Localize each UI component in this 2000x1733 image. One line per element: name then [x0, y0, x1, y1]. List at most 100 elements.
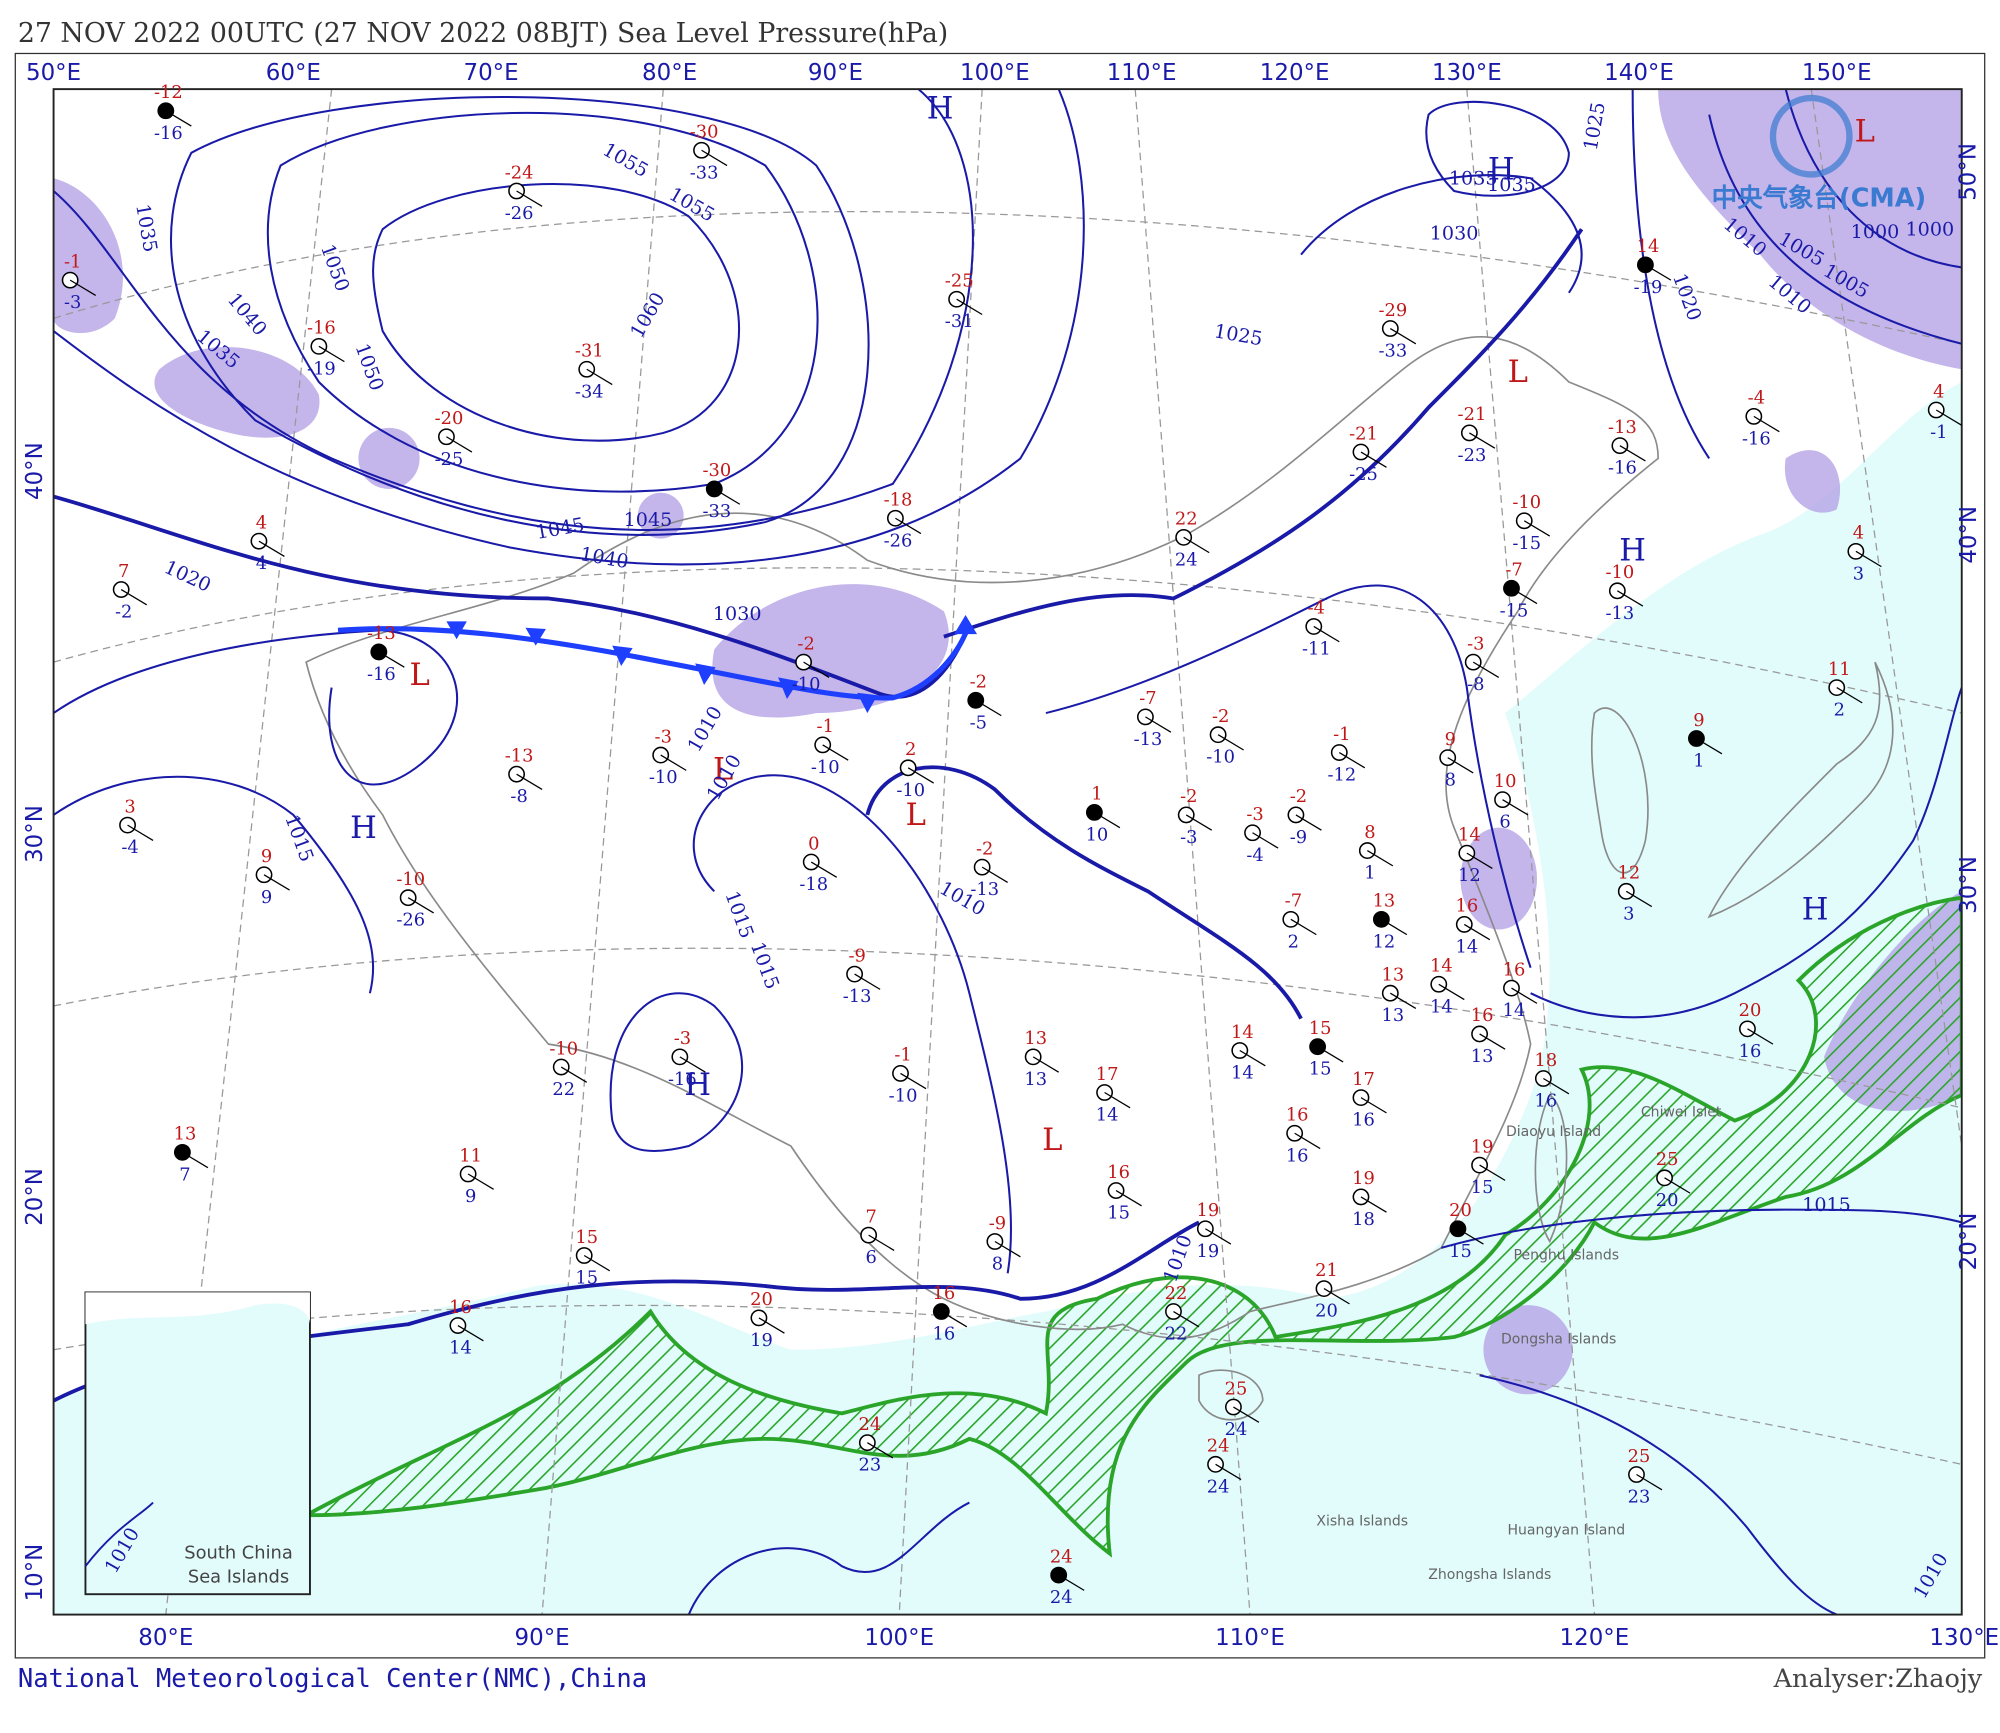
pressure-center: L [409, 658, 429, 693]
station-temp: -9 [989, 1213, 1006, 1234]
station-dew: 16 [1286, 1145, 1309, 1166]
top-axis-label: 70°E [463, 60, 518, 86]
station-dew: 15 [1107, 1203, 1130, 1224]
outer-frame [14, 52, 1986, 1659]
pressure-center: L [1508, 355, 1528, 390]
wind-barb [1215, 1463, 1242, 1481]
station-temp: -3 [1467, 633, 1484, 654]
station-marker [1430, 975, 1448, 993]
top-axis-label: 130°E [1432, 60, 1502, 86]
station-temp: -24 [505, 162, 534, 183]
bottom-axis-label: 120°E [1560, 1625, 1630, 1651]
station-dew: -11 [1302, 639, 1331, 660]
station-marker [449, 1317, 467, 1334]
wind-barb [1469, 432, 1496, 449]
wind-barb [660, 754, 687, 771]
wind-barb [318, 345, 345, 363]
wind-barb [1389, 327, 1417, 345]
station-marker [1107, 1182, 1125, 1199]
station-marker [1503, 579, 1520, 597]
station-temp: -2 [976, 838, 993, 859]
station-dew: 23 [859, 1455, 882, 1476]
wind-barb [679, 1056, 706, 1073]
station-marker [173, 1143, 191, 1161]
station-temp: 9 [261, 846, 272, 867]
station-temp: 11 [459, 1145, 482, 1166]
wind-barb [1360, 1097, 1387, 1114]
station-dew: -9 [1290, 827, 1307, 848]
station-dew: -1 [1930, 422, 1947, 443]
station-dew: 24 [1050, 1587, 1073, 1608]
wind-barb [1389, 992, 1417, 1010]
station-marker [1458, 844, 1476, 862]
wind-barb [810, 861, 838, 878]
station-temp: -1 [894, 1045, 911, 1066]
station-marker [1636, 256, 1654, 274]
wind-barb [1205, 1228, 1232, 1245]
bottom-axis-label: 80°E [138, 1625, 193, 1651]
station-temp: 16 [1503, 959, 1526, 980]
wind-barb [1855, 550, 1882, 568]
precip-area [53, 178, 123, 334]
station-dew: 14 [1455, 936, 1478, 957]
station-dew: 14 [1430, 996, 1453, 1017]
wind-barb [713, 488, 741, 505]
station-temp: 14 [1458, 824, 1481, 845]
station-dew: -23 [1458, 445, 1487, 466]
station-temp: 12 [1617, 863, 1640, 884]
station-marker [671, 1048, 689, 1066]
station-temp: 13 [174, 1124, 197, 1145]
precip-area [637, 492, 684, 539]
station-temp: 14 [1637, 236, 1660, 257]
station-dew: -10 [649, 767, 678, 788]
station-temp: -30 [690, 122, 719, 143]
right-axis-label: 30°N [1956, 856, 1982, 914]
wind-barb [1367, 850, 1394, 867]
wind-barb [956, 298, 983, 316]
station-temp: 2 [905, 739, 916, 760]
right-axis-label: 20°N [1956, 1213, 1982, 1271]
station-temp: -3 [1246, 804, 1263, 825]
station-temp: 16 [1471, 1005, 1494, 1026]
isobar-label: 1035 [1449, 167, 1498, 190]
wind-barb [1511, 987, 1538, 1004]
wind-barb [803, 661, 830, 678]
station-dew: -13 [1134, 729, 1163, 750]
station-dew: -13 [843, 986, 872, 1007]
wind-barb [854, 973, 881, 990]
station-temp: 4 [1853, 523, 1864, 544]
station-dew: 20 [1656, 1190, 1679, 1211]
station-temp: -10 [549, 1038, 578, 1059]
station-temp: 21 [1315, 1260, 1338, 1281]
station-temp: -29 [1378, 300, 1407, 321]
wind-barb [1295, 814, 1322, 831]
wind-barb [120, 589, 148, 606]
station-dew: 23 [1628, 1487, 1651, 1508]
wind-barb [1636, 1473, 1663, 1491]
station-dew: -10 [896, 780, 925, 801]
pressure-center: H [1488, 153, 1515, 188]
station-temp: -13 [1608, 417, 1637, 438]
station-dew: 12 [1458, 865, 1481, 886]
wind-barb [1173, 1310, 1200, 1328]
station-marker [860, 1226, 878, 1244]
station-temp: -2 [1290, 786, 1307, 807]
wind-barb [940, 1310, 968, 1328]
wind-barb [1239, 1049, 1266, 1067]
station-temp: 20 [1739, 1000, 1762, 1021]
pressure-center: L [1042, 1123, 1062, 1158]
station-dew: -10 [811, 757, 840, 778]
wind-barb [900, 1072, 927, 1090]
left-axis-label: 30°N [22, 805, 48, 863]
wind-barb [127, 824, 154, 841]
station-dew: -3 [1180, 827, 1197, 848]
station-temp: 16 [1107, 1162, 1130, 1183]
bottom-axis-label: 130°E [1929, 1625, 1999, 1651]
station-temp: -2 [970, 672, 987, 693]
inset-title: Sea Islands [188, 1567, 289, 1588]
station-temp: 3 [124, 796, 135, 817]
island-label: Penghu Islands [1514, 1247, 1620, 1263]
wind-barb [1381, 918, 1408, 936]
station-temp: 20 [750, 1289, 773, 1310]
station-dew: 6 [865, 1247, 876, 1268]
